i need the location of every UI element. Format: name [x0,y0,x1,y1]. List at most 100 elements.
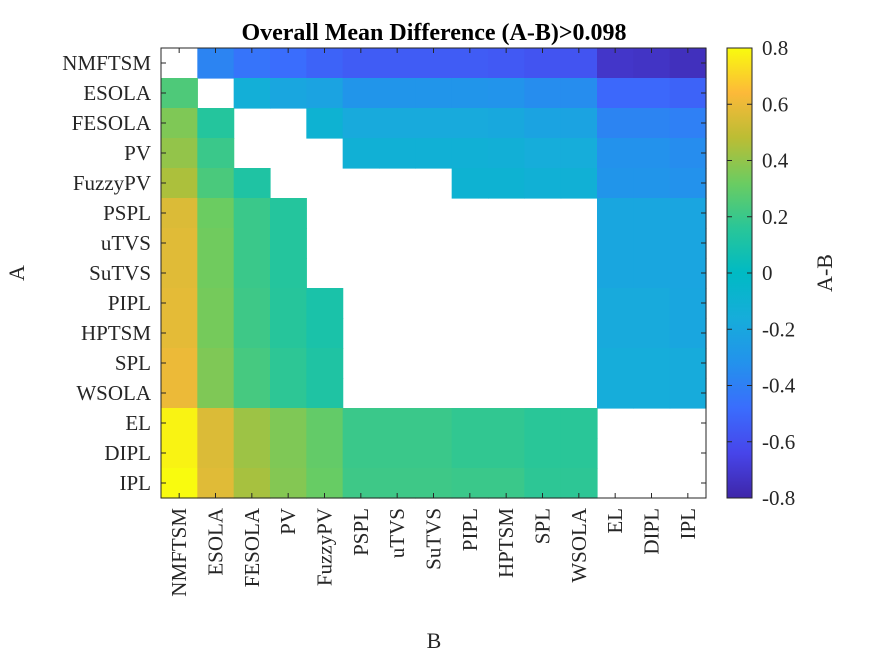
heatmap-cell [669,198,707,229]
y-tick-label: SuTVS [89,261,151,285]
heatmap-cell [597,138,634,169]
heatmap-cell [669,138,707,169]
colorbar-ticks: 0.8 0.6 0.4 0.2 0 -0.2 -0.4 -0.6 -0.8 [727,36,796,510]
heatmap-cell [270,198,307,229]
heatmap-cell [233,438,271,469]
heatmap-cell [560,408,598,439]
heatmap-cell [597,168,634,199]
heatmap-cell [633,138,671,169]
heatmap-cell [306,48,344,79]
heatmap-cell [233,78,271,109]
heatmap-cell [524,78,562,109]
heatmap-cell [161,168,198,199]
heatmap-cell [270,438,307,469]
heatmap-cell [306,408,344,439]
y-tick-label: uTVS [101,231,151,255]
heatmap-cell [197,288,235,319]
colorbar-tick-label: -0.6 [762,430,795,454]
x-tick-label: PIPL [458,508,482,551]
heatmap-cell [270,48,307,79]
x-tick-label: WSOLA [567,507,591,582]
heatmap-cell [161,438,198,469]
y-tick-label: DIPL [104,441,151,465]
y-tick-label: PV [124,141,151,165]
heatmap-cell [524,168,562,199]
heatmap-cell [597,378,634,409]
heatmap-cell [270,228,307,259]
chart-title: Overall Mean Difference (A-B)>0.098 [241,20,626,46]
colorbar-tick-label: -0.8 [762,486,795,510]
heatmap-cell [270,288,307,319]
colorbar-tick-label: 0.2 [762,205,788,229]
heatmap-cell [488,108,525,139]
heatmap-cell [342,48,380,79]
heatmap-cell [197,408,235,439]
x-tick-label: uTVS [385,508,409,558]
x-tick-label: EL [603,508,627,534]
heatmap-cell [488,168,525,199]
colorbar-label: A-B [812,254,837,292]
y-tick-label: ESOLA [83,81,152,105]
y-tick-label: WSOLA [76,381,151,405]
heatmap-cell [233,288,271,319]
y-tick-label: PSPL [103,201,151,225]
y-tick-label: NMFTSM [62,51,151,75]
heatmap-cell [270,78,307,109]
heatmap-cell [197,228,235,259]
heatmap-cell [633,48,671,79]
x-tick-label: PSPL [349,508,373,556]
x-tick-label: ESOLA [204,507,228,576]
heatmap-cell [161,378,198,409]
y-tick-label: FuzzyPV [73,171,151,195]
heatmap-cell [597,48,634,79]
heatmap-cell [161,288,198,319]
heatmap-cell [270,318,307,349]
heatmap-cell [415,78,453,109]
heatmap-cell [488,438,525,469]
heatmap-cell [597,198,634,229]
heatmap-cell [379,78,416,109]
heatmap-cell [270,348,307,379]
heatmap-cell [270,378,307,409]
heatmap-cell [415,438,453,469]
heatmap-cells [161,48,707,499]
x-axis-label: B [427,628,442,653]
heatmap-cell [342,108,380,139]
heatmap-cell [197,48,235,79]
heatmap-cell [161,348,198,379]
heatmap-cell [233,198,271,229]
colorbar-tick-label: 0.4 [762,149,789,173]
x-tick-marks [178,48,689,498]
y-tick-label: EL [125,411,151,435]
heatmap-cell [233,228,271,259]
y-tick-label: FESOLA [72,111,152,135]
heatmap-cell [233,408,271,439]
heatmap-cell [451,168,489,199]
heatmap-cell [451,438,489,469]
y-tick-labels: NMFTSM ESOLA FESOLA PV FuzzyPV PSPL uTVS SuTVS P… [62,51,152,495]
x-tick-label: HPTSM [494,508,518,578]
heatmap-cell [306,108,344,139]
x-tick-labels: NMFTSM ESOLA FESOLA PV FuzzyPV PSPL uTVS SuTVS P… [167,507,700,597]
heatmap-cell [597,318,634,349]
heatmap-cell [560,438,598,469]
heatmap-cell [633,78,671,109]
heatmap-cell [161,78,198,109]
heatmap-cell [524,438,562,469]
heatmap-cell [306,288,344,319]
heatmap-cell [342,138,380,169]
heatmap-cell [233,258,271,289]
heatmap-cell [197,198,235,229]
heatmap-cell [233,318,271,349]
heatmap-cell [669,78,707,109]
heatmap-cell [306,378,344,409]
heatmap-cell [488,78,525,109]
heatmap-cell [669,378,707,409]
heatmap-cell [415,48,453,79]
heatmap-cell [197,108,235,139]
heatmap-cell [197,168,235,199]
heatmap-cell [451,138,489,169]
heatmap-cell [633,258,671,289]
heatmap-cell [560,138,598,169]
x-tick-label: SPL [531,508,555,544]
